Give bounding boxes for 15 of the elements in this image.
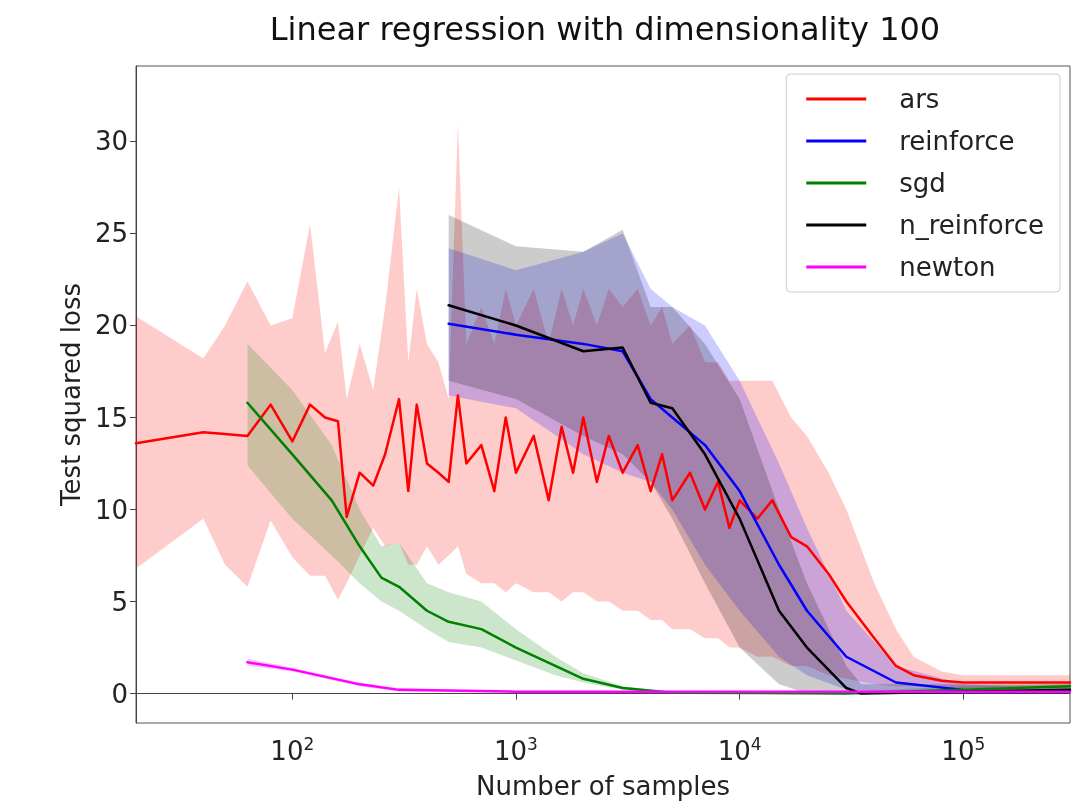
- legend-label: sgd: [899, 168, 946, 198]
- x-axis-title: Number of samples: [475, 771, 731, 801]
- chart-title: Linear regression with dimensionality 100: [269, 10, 941, 48]
- legend-label: ars: [899, 84, 940, 114]
- y-tick-label: 10: [94, 494, 128, 525]
- legend-label: n_reinforce: [899, 210, 1044, 240]
- y-tick-label: 20: [94, 310, 128, 341]
- y-tick-label: 5: [111, 586, 128, 617]
- y-tick-label: 30: [94, 126, 128, 157]
- y-tick-label: 25: [94, 218, 128, 249]
- legend-label: reinforce: [899, 126, 1015, 156]
- y-axis-title: Test squared loss: [56, 282, 86, 508]
- legend-label: newton: [899, 252, 996, 282]
- y-tick-label: 0: [111, 678, 128, 709]
- y-tick-label: 15: [94, 402, 128, 433]
